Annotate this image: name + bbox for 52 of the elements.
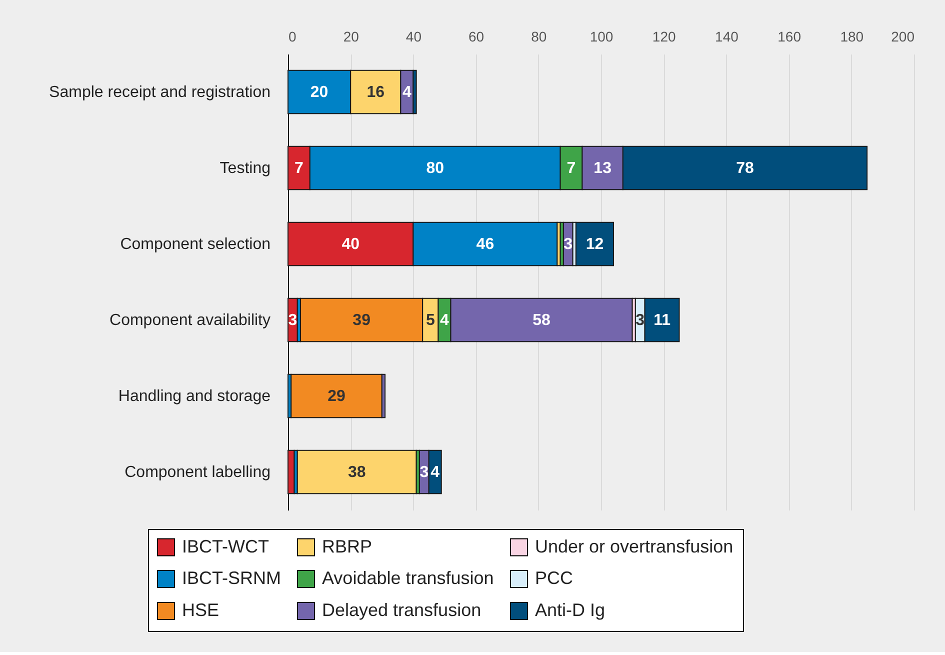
x-tick-label: 60 — [468, 28, 484, 44]
y-tick-label: Testing — [220, 160, 270, 177]
data-label: 11 — [654, 312, 671, 329]
legend-label: IBCT-SRNM — [182, 568, 281, 588]
data-label: 3 — [288, 312, 298, 329]
x-tick-label: 20 — [343, 28, 360, 44]
data-label: 38 — [348, 464, 366, 481]
data-label: 46 — [476, 236, 494, 253]
data-label: 78 — [736, 160, 754, 177]
x-tick-label: 120 — [652, 28, 676, 44]
data-label: 4 — [430, 464, 440, 481]
data-label: 29 — [328, 388, 346, 405]
legend-label: Delayed transfusion — [322, 600, 482, 620]
data-label: 3 — [420, 464, 429, 481]
data-label: 39 — [352, 312, 371, 329]
data-label: 12 — [586, 236, 604, 253]
legend-label: RBRP — [322, 536, 372, 556]
y-tick-label: Handling and storage — [118, 388, 271, 405]
x-tick-label: 80 — [531, 28, 547, 44]
data-label: 3 — [636, 312, 645, 329]
x-tick-label: 200 — [891, 28, 915, 44]
data-label: 7 — [566, 160, 576, 177]
x-tick-label: 160 — [778, 28, 802, 44]
bar — [296, 450, 417, 494]
data-label: 80 — [426, 160, 444, 177]
legend-label: PCC — [535, 568, 574, 588]
x-tick-label: 0 — [288, 28, 296, 44]
x-tick-label: 40 — [406, 28, 422, 44]
data-label: 4 — [440, 312, 450, 329]
legend-label: Anti-D Ig — [535, 600, 606, 620]
legend-label: IBCT-WCT — [182, 536, 269, 556]
data-label: 5 — [426, 312, 435, 329]
legend-label: Under or overtransfusion — [535, 536, 734, 556]
data-label: 20 — [310, 84, 328, 101]
data-label: 7 — [294, 160, 304, 177]
y-tick-label: Component labelling — [124, 464, 270, 481]
data-label: 13 — [594, 160, 612, 177]
x-tick-label: 180 — [840, 28, 864, 44]
y-tick-label: Sample receipt and registration — [49, 84, 270, 101]
x-tick-label: 100 — [590, 28, 614, 44]
legend-label: Avoidable transfusion — [322, 568, 494, 588]
bar — [575, 222, 614, 266]
data-label: 58 — [532, 312, 551, 329]
y-tick-label: Component availability — [110, 312, 270, 329]
legend-label: HSE — [182, 600, 220, 620]
data-label: 4 — [402, 84, 412, 101]
data-label: 16 — [366, 84, 385, 101]
bar — [290, 374, 382, 418]
data-label: 3 — [564, 236, 573, 253]
y-tick-label: Component selection — [120, 236, 270, 253]
data-label: 40 — [342, 236, 360, 253]
x-tick-label: 140 — [715, 28, 739, 44]
